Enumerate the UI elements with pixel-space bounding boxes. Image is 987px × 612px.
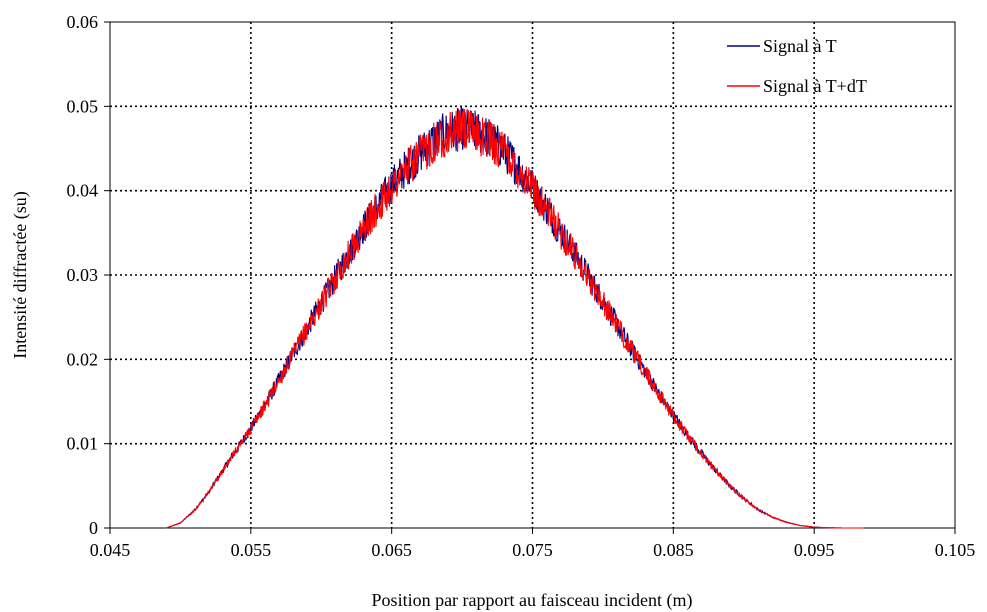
x-axis-ticks: 0.045 0.055 0.065 0.075 0.085 0.095 0.105 bbox=[90, 528, 976, 560]
x-tick-label: 0.105 bbox=[935, 540, 976, 560]
y-tick-label: 0.01 bbox=[67, 434, 99, 454]
x-tick-label: 0.075 bbox=[512, 540, 553, 560]
y-tick-label: 0 bbox=[89, 518, 98, 538]
y-tick-label: 0.02 bbox=[67, 349, 99, 369]
legend: Signal à T Signal à T+dT bbox=[727, 36, 867, 96]
y-tick-label: 0.04 bbox=[67, 181, 99, 201]
x-tick-label: 0.055 bbox=[231, 540, 272, 560]
x-tick-label: 0.065 bbox=[371, 540, 412, 560]
legend-label-signal-t: Signal à T bbox=[763, 36, 837, 56]
x-axis-label: Position par rapport au faisceau inciden… bbox=[372, 590, 693, 611]
series-line-1 bbox=[166, 109, 864, 529]
series-line-0 bbox=[166, 105, 864, 529]
legend-label-signal-t-dt: Signal à T+dT bbox=[763, 76, 867, 96]
y-tick-label: 0.06 bbox=[67, 12, 99, 32]
grid bbox=[110, 22, 955, 528]
y-tick-label: 0.05 bbox=[67, 96, 99, 116]
x-tick-label: 0.085 bbox=[653, 540, 694, 560]
x-tick-label: 0.095 bbox=[794, 540, 835, 560]
y-axis-label: Intensité diffractée (su) bbox=[10, 191, 31, 359]
x-tick-label: 0.045 bbox=[90, 540, 131, 560]
series-layer bbox=[166, 105, 864, 529]
y-tick-label: 0.03 bbox=[67, 265, 99, 285]
y-axis-ticks: 0 0.01 0.02 0.03 0.04 0.05 0.06 bbox=[67, 12, 110, 538]
